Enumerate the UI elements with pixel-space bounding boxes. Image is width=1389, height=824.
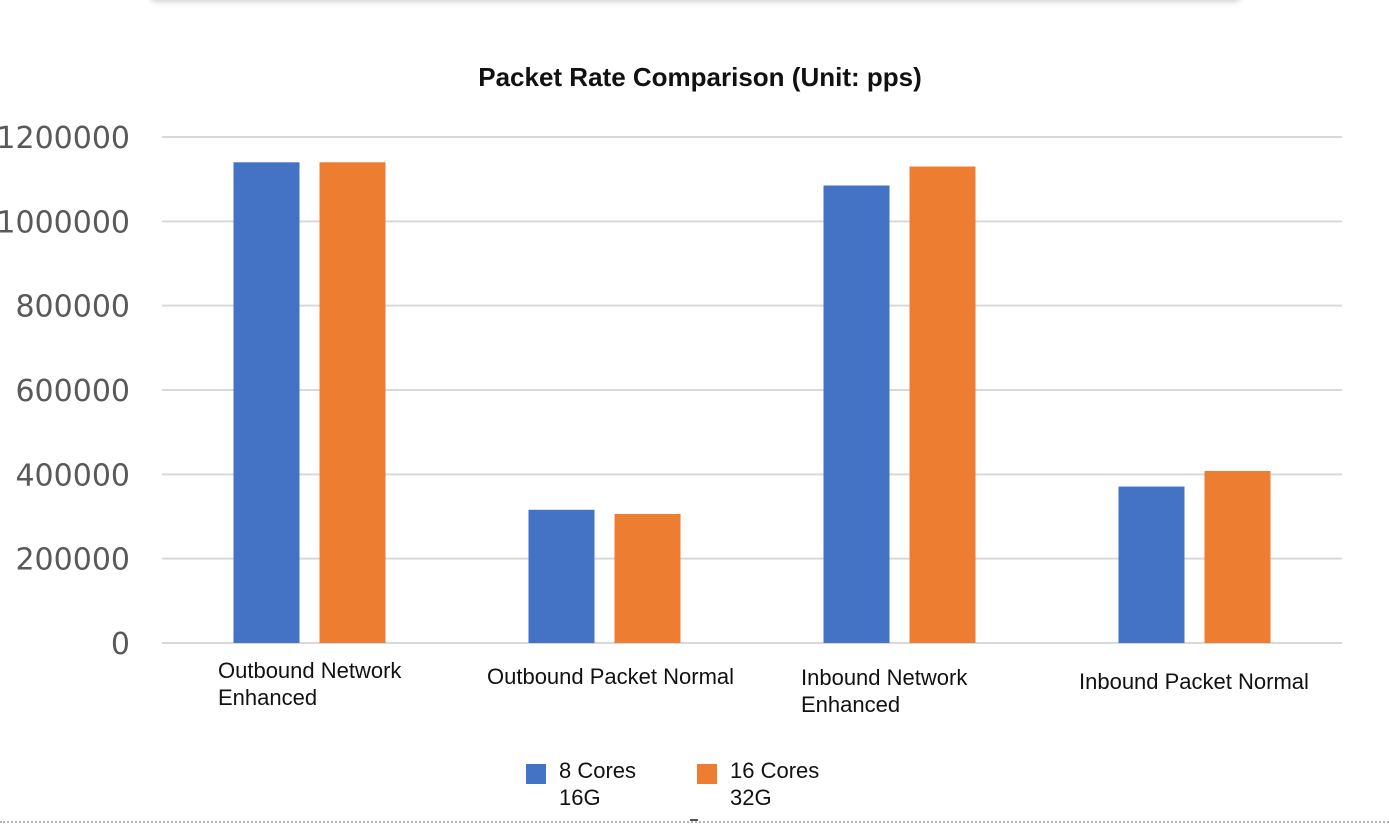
legend-label-line: 32G [730, 785, 772, 810]
legend: 8 Cores 16G 16 Cores 32G [526, 758, 819, 810]
y-tick-label: 0 [111, 627, 130, 662]
bar-series-2-cat-1 [319, 162, 386, 644]
x-tick-label: Outbound Packet Normal [487, 664, 734, 689]
bar-series-2-cat-2 [614, 513, 681, 643]
bar-series-2-cat-3 [909, 166, 976, 643]
x-tick-label: Inbound Network Enhanced [801, 665, 968, 717]
y-tick-label: 1000000 [0, 205, 130, 240]
bars [233, 162, 1271, 644]
x-tick-label-line: Inbound Network [801, 665, 968, 690]
y-axis: 0 200000 400000 600000 800000 1000000 1200000 [0, 121, 130, 662]
bar-series-1-cat-4 [1118, 486, 1185, 643]
x-tick-label-line: Enhanced [218, 685, 317, 710]
x-tick-label-line: Inbound Packet Normal [1079, 669, 1309, 694]
bar-series-1-cat-1 [233, 162, 300, 644]
legend-label-line: 16 Cores [730, 758, 819, 783]
legend-label: 16 Cores 32G [730, 758, 819, 810]
bar-series-2-cat-4 [1204, 470, 1271, 643]
bottom-divider [0, 821, 1389, 823]
y-tick-label: 1200000 [0, 121, 130, 156]
bottom-tick-mark [690, 819, 698, 821]
bar-series-1-cat-3 [823, 185, 890, 643]
x-tick-label: Inbound Packet Normal [1079, 669, 1309, 694]
x-tick-label-line: Enhanced [801, 692, 900, 717]
legend-label-line: 8 Cores [559, 758, 636, 783]
y-tick-label: 800000 [15, 290, 130, 325]
legend-swatch [526, 764, 546, 784]
y-tick-label: 400000 [15, 458, 130, 493]
y-tick-label: 200000 [15, 543, 130, 578]
chart-title: Packet Rate Comparison (Unit: pps) [478, 62, 922, 92]
bar-series-1-cat-2 [528, 509, 595, 643]
x-tick-label-line: Outbound Network [218, 658, 402, 683]
x-tick-label-line: Outbound Packet Normal [487, 664, 734, 689]
legend-label-line: 16G [559, 785, 601, 810]
legend-label: 8 Cores 16G [559, 758, 636, 810]
legend-swatch [697, 764, 717, 784]
x-tick-label: Outbound Network Enhanced [218, 658, 402, 710]
y-tick-label: 600000 [15, 374, 130, 409]
